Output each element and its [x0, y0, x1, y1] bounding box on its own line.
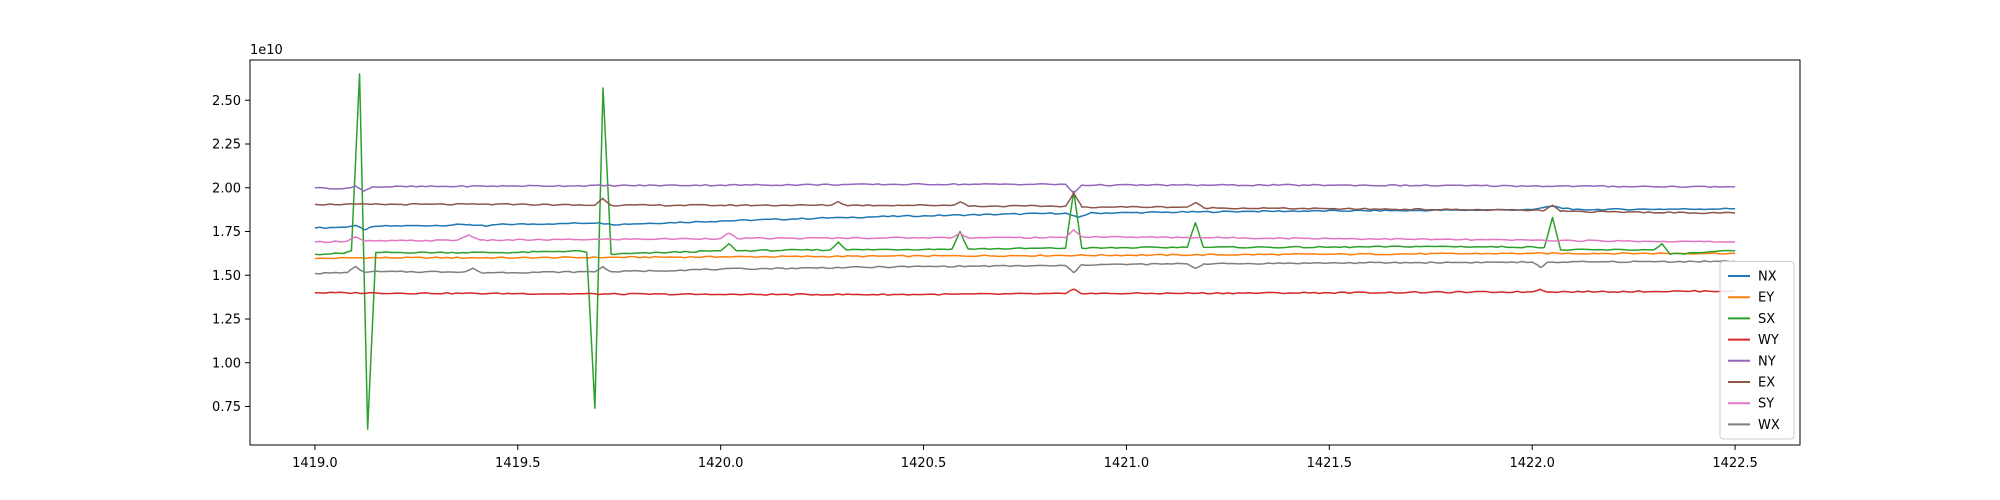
- y-offset-label: 1e10: [250, 43, 283, 58]
- x-tick-label: 1420.5: [901, 456, 947, 471]
- y-tick-label: 2.00: [212, 181, 241, 196]
- legend-label-sy: SY: [1758, 397, 1774, 412]
- series-line-wx: [314, 260, 1736, 275]
- y-tick-label: 1.50: [212, 269, 241, 284]
- y-tick-label: 2.25: [212, 138, 241, 153]
- series-line-wy: [314, 288, 1736, 296]
- y-tick-label: 1.00: [212, 356, 241, 371]
- x-tick-label: 1421.5: [1307, 456, 1353, 471]
- x-tick-label: 1419.0: [292, 456, 338, 471]
- y-tick-label: 2.50: [212, 94, 241, 109]
- x-tick-label: 1422.0: [1509, 456, 1555, 471]
- x-tick-label: 1420.0: [698, 456, 744, 471]
- x-tick-label: 1421.0: [1104, 456, 1150, 471]
- legend-label-ex: EX: [1758, 376, 1775, 391]
- x-tick-label: 1422.5: [1712, 456, 1758, 471]
- x-tick-label: 1419.5: [495, 456, 541, 471]
- legend-label-nx: NX: [1758, 270, 1777, 285]
- y-tick-label: 1.75: [212, 225, 241, 240]
- series-line-sy: [314, 229, 1736, 244]
- legend-label-ey: EY: [1758, 291, 1774, 306]
- legend-label-wy: WY: [1758, 333, 1779, 348]
- x-axis: 1419.0 1419.5 1420.0 1420.5 1421.0 1421.5 1422…: [292, 445, 1758, 471]
- legend-label-ny: NY: [1758, 354, 1776, 369]
- series-line-ey: [314, 251, 1736, 260]
- legend: NX EY SX WY NY EX SY WX: [1719, 260, 1795, 440]
- legend-label-wx: WX: [1758, 418, 1780, 433]
- series-line-ex: [314, 192, 1736, 215]
- series-layer: [314, 73, 1736, 430]
- y-tick-label: 0.75: [212, 400, 241, 415]
- y-axis: 0.75 1.00 1.25 1.50 1.75 2.00 2.25 2.50: [212, 94, 250, 415]
- plot-frame: [249, 59, 1801, 446]
- legend-box: [1719, 260, 1795, 440]
- series-line-ny: [314, 182, 1736, 194]
- y-tick-label: 1.25: [212, 313, 241, 328]
- legend-label-sx: SX: [1758, 312, 1775, 327]
- series-line-sx: [314, 73, 1736, 430]
